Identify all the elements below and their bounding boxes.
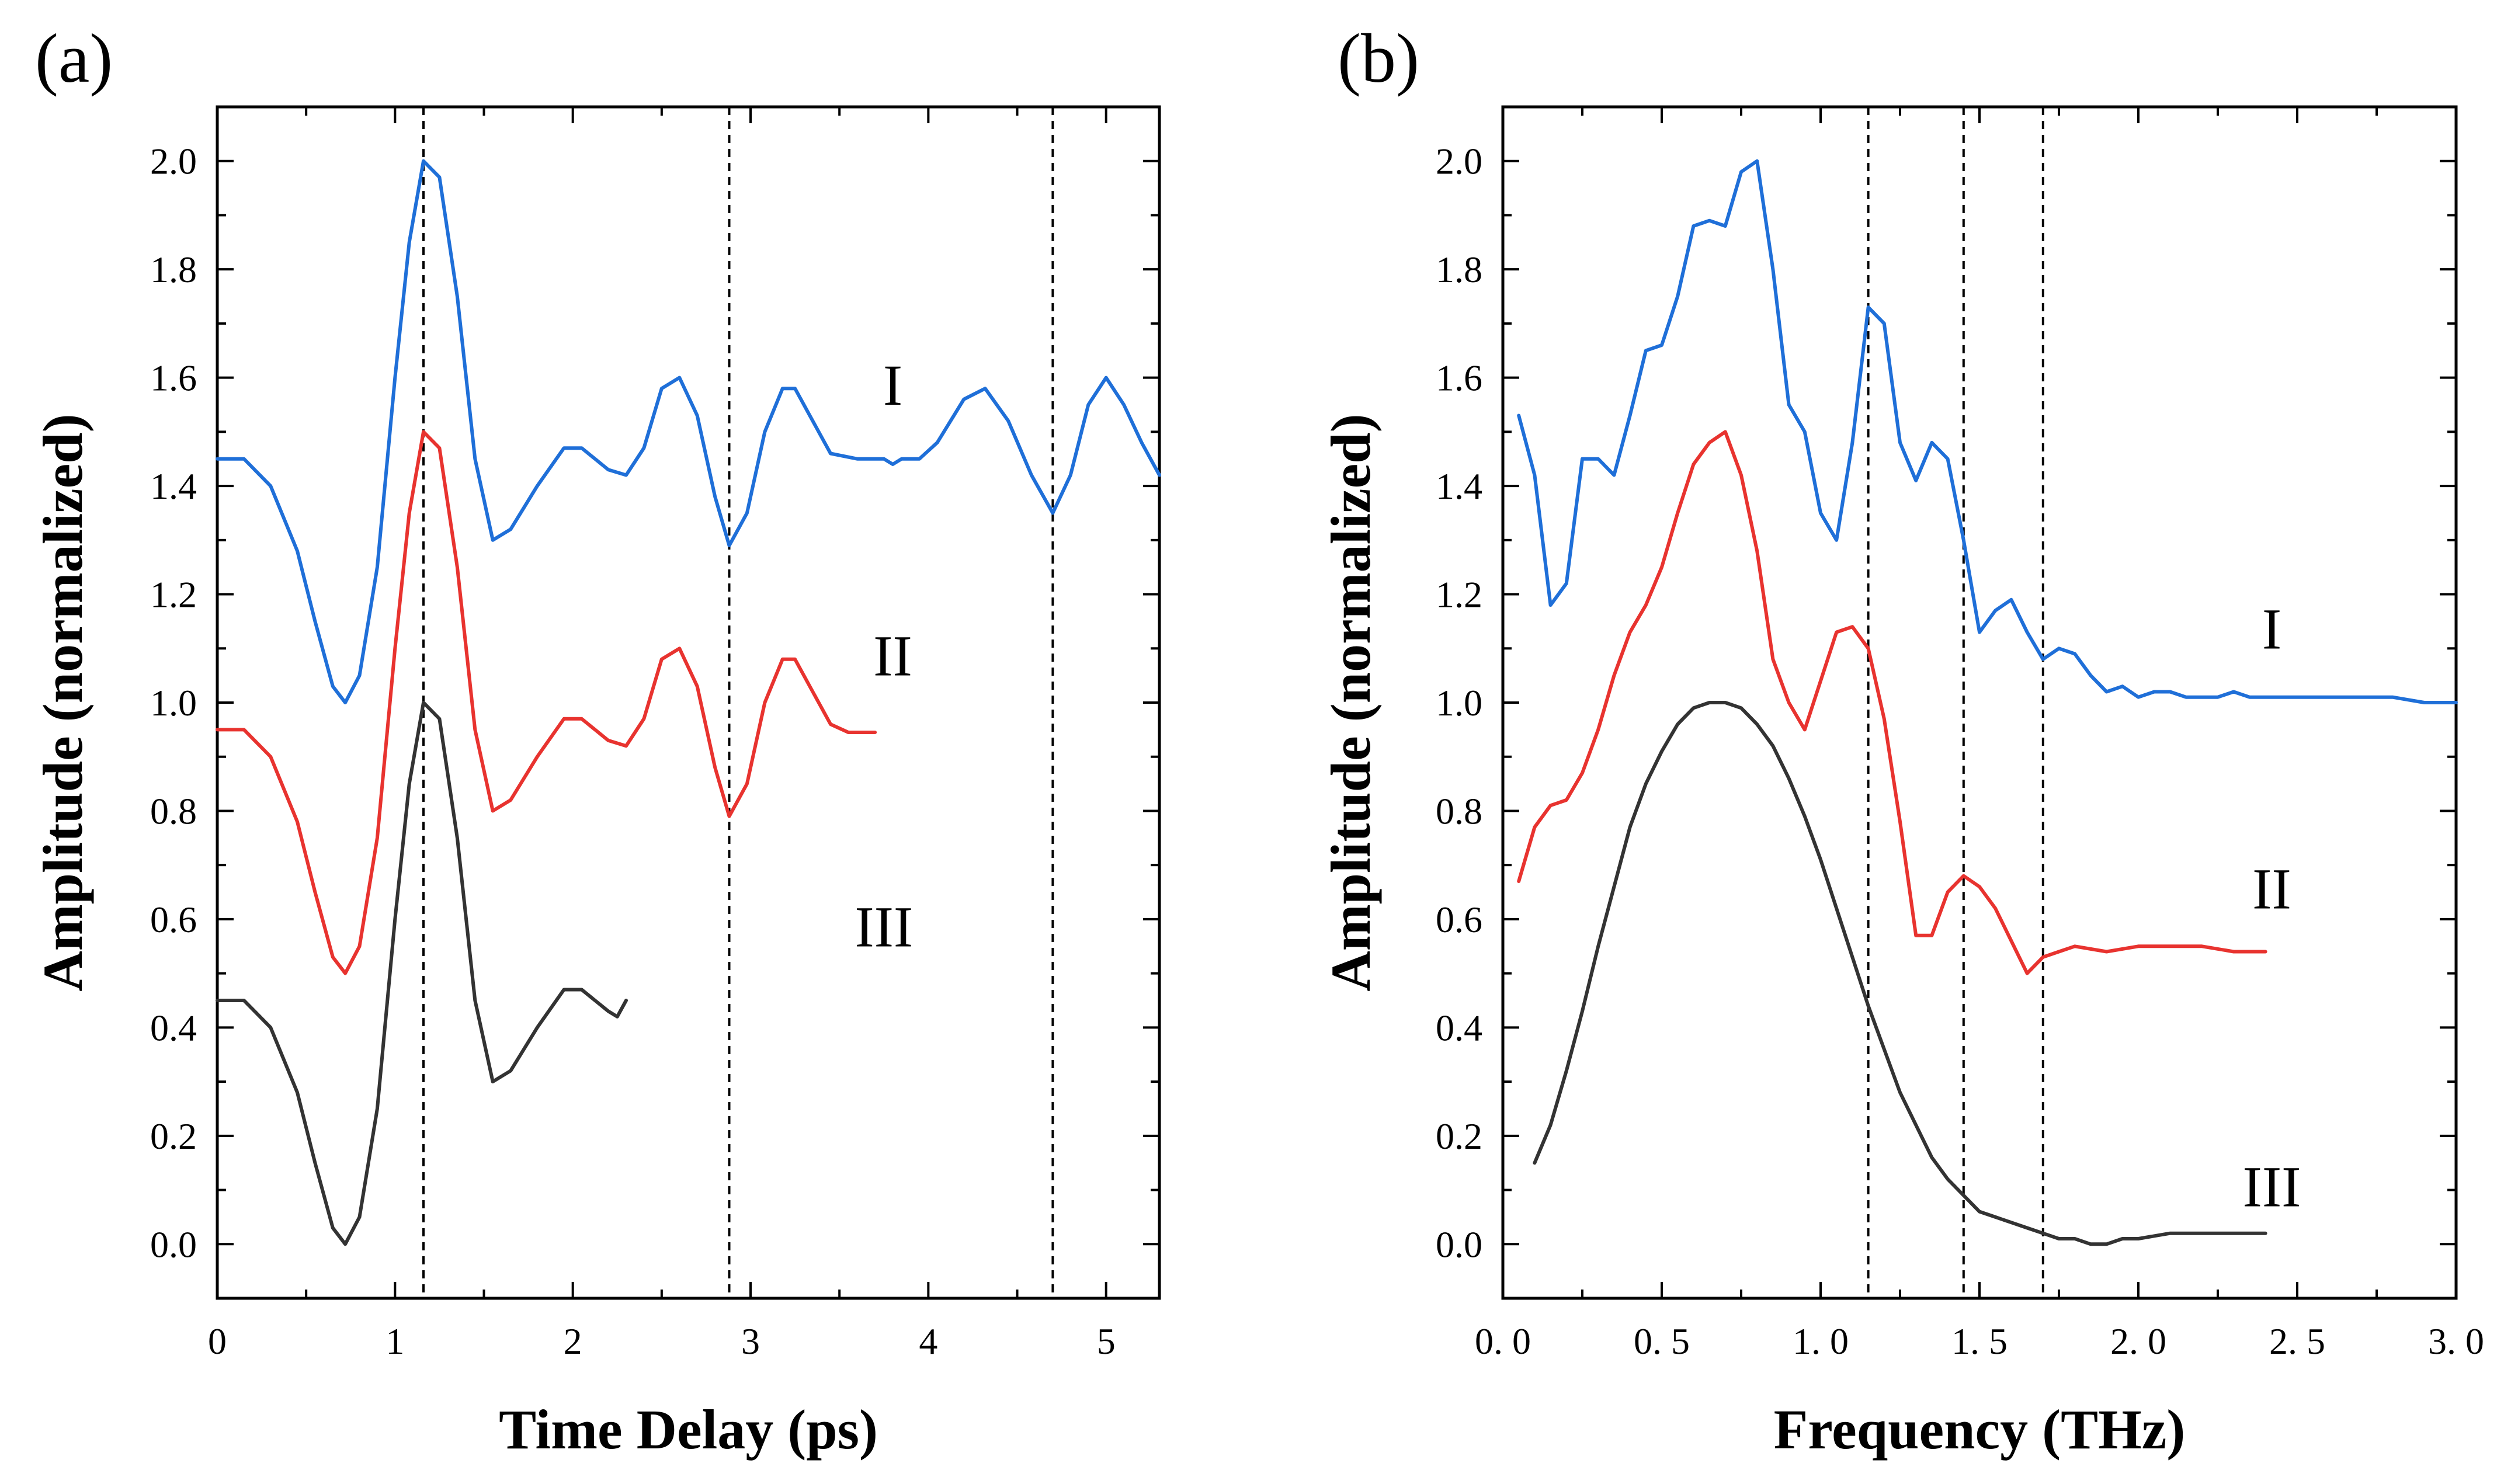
y-tick-label: 0.8 [1436,790,1482,832]
x-tick-label: 3 [741,1320,760,1362]
y-tick-label: 1.0 [150,682,197,724]
y-tick-label: 1.2 [150,574,197,616]
y-tick-label: 0.2 [150,1115,197,1157]
series-line-III [1533,701,2267,1246]
series-line-I [1517,159,2458,704]
y-tick-label: 1.8 [1436,249,1482,290]
y-axis-title: Amplitude (normalized) [32,413,94,991]
x-tick-label: 3. 0 [2428,1320,2484,1362]
x-tick-label: 5 [1097,1320,1116,1362]
y-tick-label: 0.6 [1436,899,1482,940]
y-tick-label: 1.6 [1436,357,1482,399]
y-tick-label: 2.0 [1436,141,1482,182]
y-tick-label: 2.0 [150,141,197,182]
chart-panel-1: 0 1 2 3 4 5 0.0 0.2 0.4 0.6 0.8 1.0 1.2 1.4 1.6 1.8 2.0 I… [32,19,1161,1461]
series-line-I [216,159,1161,704]
y-tick-label: 1.6 [150,357,197,399]
panel-label: (b) [1338,19,1419,97]
chart-panel-2: 0. 0 0. 5 1. 0 1. 5 2. 0 2. 5 3. 0 0.0 0.2 0.4 0.6… [1319,19,2484,1461]
series-label-I: I [2262,596,2281,661]
series-label-II: II [873,624,912,689]
y-tick-label: 0.2 [1436,1115,1482,1157]
x-tick-label: 1 [385,1320,404,1362]
x-tick-label: 1. 0 [1793,1320,1849,1362]
y-tick-label: 0.4 [150,1007,197,1048]
x-tick-label: 1. 5 [1951,1320,2008,1362]
y-tick-label: 1.0 [1436,682,1482,724]
plot-frame [1501,105,2458,1300]
y-tick-label: 1.4 [150,465,197,507]
y-tick-label: 0.6 [150,899,197,940]
series-line-II [1517,430,2267,975]
y-tick-label: 0.0 [1436,1224,1482,1265]
y-tick-label: 1.4 [1436,465,1482,507]
y-tick-label: 0.0 [150,1224,197,1265]
x-tick-label: 2. 5 [2269,1320,2325,1362]
x-axis-title: Frequency (THz) [1774,1398,2186,1461]
panel-label: (a) [35,19,113,97]
x-tick-label: 0. 5 [1634,1320,1690,1362]
series-line-II [216,430,877,975]
y-tick-label: 0.8 [150,790,197,832]
x-tick-label: 4 [919,1320,937,1362]
x-tick-label: 0. 0 [1475,1320,1531,1362]
y-tick-label: 0.4 [1436,1007,1482,1048]
series-line-III [216,701,628,1246]
y-tick-label: 1.8 [150,249,197,290]
x-axis-title: Time Delay (ps) [499,1398,878,1461]
x-tick-label: 0 [208,1320,227,1362]
x-tick-label: 2 [564,1320,582,1362]
series-label-I: I [883,353,902,418]
series-label-III: III [2243,1154,2301,1219]
series-label-III: III [855,894,913,959]
y-tick-label: 1.2 [1436,574,1482,616]
series-label-II: II [2252,856,2291,921]
y-axis-title: Amplitude (normalized) [1319,413,1382,991]
x-tick-label: 2. 0 [2110,1320,2166,1362]
plot-frame [216,105,1161,1300]
